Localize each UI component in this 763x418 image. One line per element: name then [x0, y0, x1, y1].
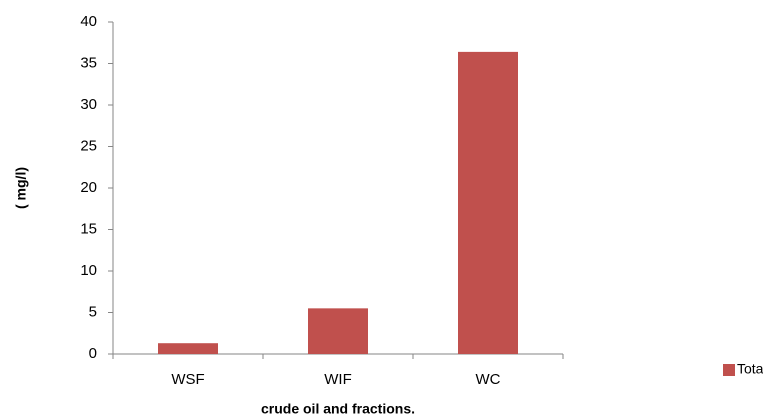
bar [308, 308, 368, 354]
legend-swatch [723, 364, 735, 376]
y-tick-label: 15 [80, 220, 97, 237]
y-axis-title: ( mg/l) [13, 167, 29, 209]
bar [158, 343, 218, 354]
x-tick-label: WSF [171, 371, 204, 388]
y-tick-label: 0 [89, 345, 97, 362]
y-tick-label: 40 [80, 13, 97, 30]
x-tick-label: WC [476, 371, 501, 388]
legend-label: Total PAH [737, 361, 763, 377]
bar [458, 51, 518, 354]
y-tick-label: 30 [80, 96, 97, 113]
y-tick-label: 35 [80, 54, 97, 71]
y-tick-label: 25 [80, 137, 97, 154]
x-tick-label: WIF [324, 371, 352, 388]
y-tick-label: 10 [80, 262, 97, 279]
y-tick-label: 20 [80, 179, 97, 196]
x-axis-title: crude oil and fractions. [261, 401, 415, 417]
y-tick-label: 5 [89, 303, 97, 320]
